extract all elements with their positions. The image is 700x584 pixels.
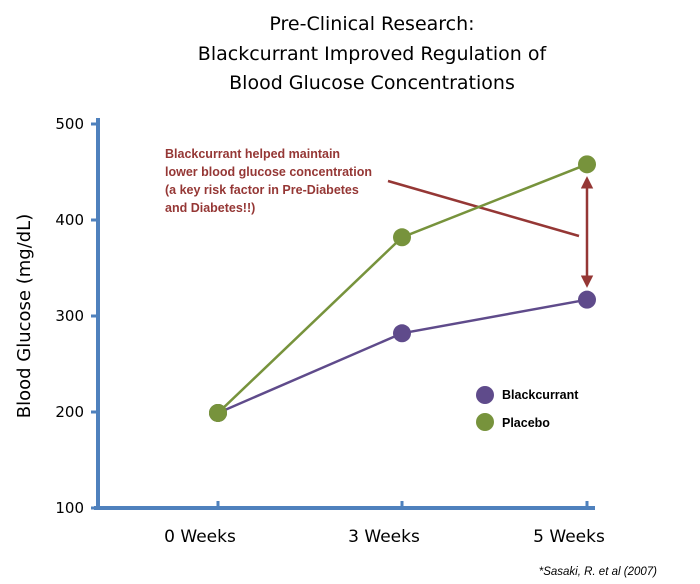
x-ticks: 0 Weeks 3 Weeks 5 Weeks	[164, 501, 605, 547]
chart-title: Pre-Clinical Research: Blackcurrant Impr…	[198, 13, 548, 94]
annotation-line-2: lower blood glucose concentration	[165, 165, 372, 179]
y-tick-label-400: 400	[55, 211, 84, 229]
title-line-1: Pre-Clinical Research:	[269, 13, 474, 35]
y-tick-label-200: 200	[55, 403, 84, 421]
annotation-pointer-line	[387, 179, 580, 238]
x-tick-label-1: 3 Weeks	[348, 527, 420, 547]
series	[209, 155, 596, 422]
x-tick-label-2: 5 Weeks	[533, 527, 605, 547]
annotation-line-4: and Diabetes!!)	[165, 201, 255, 215]
x-tick-label-0: 0 Weeks	[164, 527, 236, 547]
y-axis-label: Blood Glucose (mg/dL)	[14, 214, 35, 419]
series-line-placebo	[217, 163, 588, 414]
annotation-line-1: Blackcurrant helped maintain	[165, 147, 340, 161]
y-tick-label-300: 300	[55, 307, 84, 325]
annotation-line-3: (a key risk factor in Pre-Diabetes	[165, 183, 359, 197]
legend: Blackcurrant Placebo	[476, 386, 579, 431]
data-point-placebo-2	[578, 155, 596, 174]
data-point-blackcurrant-2	[578, 290, 596, 309]
axes	[94, 118, 595, 510]
legend-swatch-placebo	[476, 413, 494, 431]
y-tick-label-500: 500	[55, 115, 84, 133]
data-point-placebo-1	[393, 228, 411, 247]
annotation: Blackcurrant helped maintain lower blood…	[165, 147, 594, 288]
citation: *Sasaki, R. et al (2007)	[539, 566, 657, 578]
data-point-blackcurrant-1	[393, 324, 411, 343]
title-line-2: Blackcurrant Improved Regulation of	[198, 43, 548, 65]
legend-label-placebo: Placebo	[502, 416, 550, 430]
legend-swatch-blackcurrant	[476, 386, 494, 404]
data-point-overlay-placebo-0	[209, 403, 227, 422]
y-tick-label-100: 100	[55, 499, 84, 517]
legend-label-blackcurrant: Blackcurrant	[502, 388, 579, 402]
title-line-3: Blood Glucose Concentrations	[229, 72, 515, 94]
y-ticks: 100 200 300 400 500	[55, 115, 98, 517]
